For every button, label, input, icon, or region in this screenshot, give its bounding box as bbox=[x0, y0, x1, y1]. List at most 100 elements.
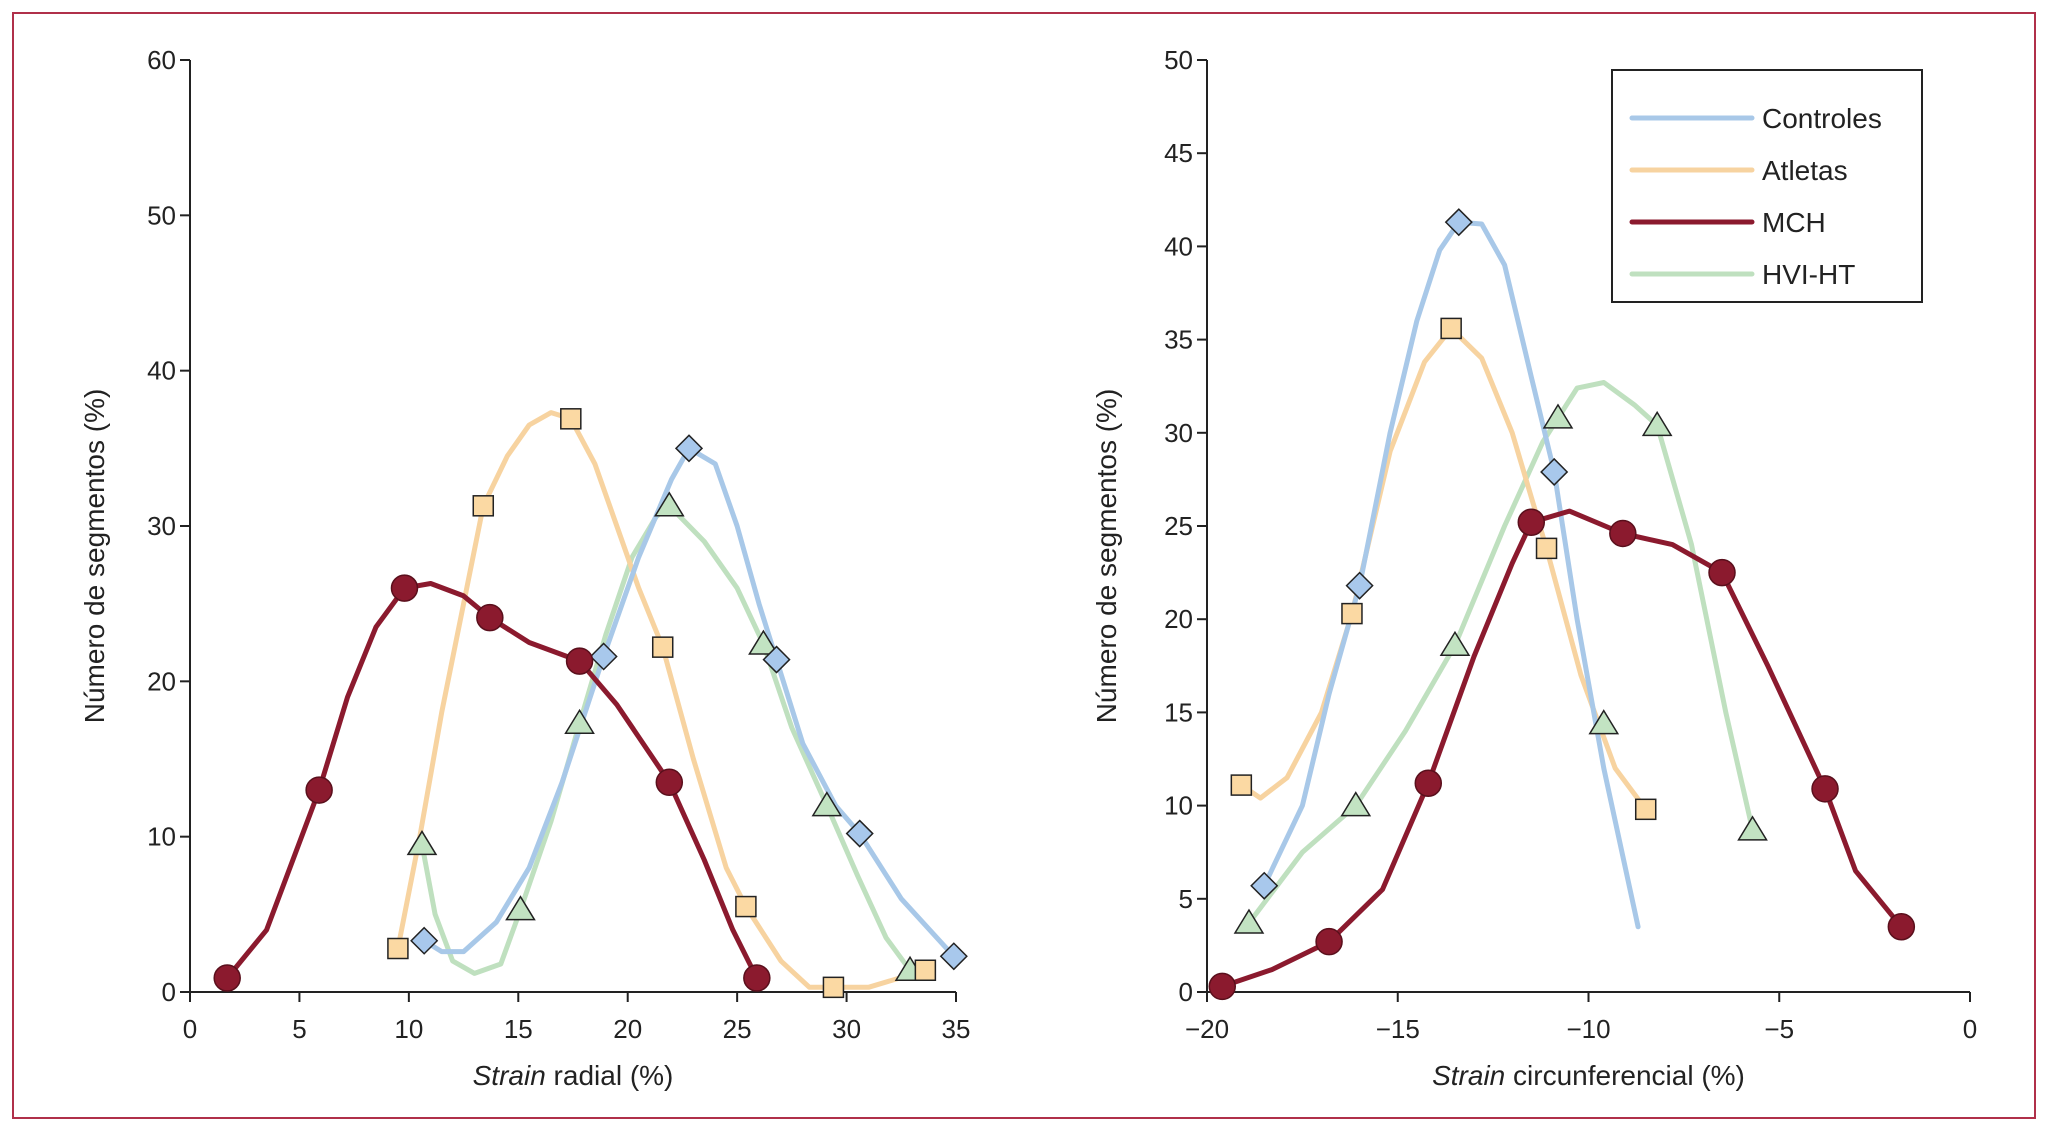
x-tick-label: 20 bbox=[613, 1014, 642, 1044]
y-tick-label: 60 bbox=[147, 45, 176, 75]
x-tick-label: 35 bbox=[942, 1014, 971, 1044]
data-point-mch bbox=[655, 768, 684, 797]
x-tick-label: −5 bbox=[1764, 1014, 1794, 1044]
data-point-mch bbox=[1811, 775, 1839, 803]
y-tick-label: 5 bbox=[1179, 884, 1193, 914]
data-point-controles bbox=[939, 942, 968, 971]
chart-panel-2: −20 −15 −10 −5 0 0 5 10 15 20 25 30 35 40 45 50 Strain c… bbox=[1091, 45, 1977, 1091]
data-point-hvi-ht bbox=[1737, 815, 1768, 841]
data-point-controles bbox=[1250, 871, 1279, 900]
data-point-mch bbox=[1315, 927, 1343, 956]
data-point-hvi-ht bbox=[1641, 410, 1673, 437]
data-point-mch bbox=[213, 964, 241, 992]
y-tick-label: 50 bbox=[1164, 45, 1193, 75]
y-tick-label: 10 bbox=[1164, 791, 1193, 821]
data-point-controles bbox=[589, 642, 618, 671]
data-point-hvi-ht bbox=[1542, 403, 1574, 429]
legend-label: HVI-HT bbox=[1762, 259, 1855, 290]
series-line-atletas bbox=[1238, 325, 1649, 812]
x-tick-label: 15 bbox=[504, 1014, 533, 1044]
data-point-mch bbox=[305, 776, 333, 804]
data-point-hvi-ht bbox=[1340, 791, 1372, 817]
x-tick-label: −20 bbox=[1185, 1014, 1229, 1044]
data-point-atletas bbox=[914, 959, 937, 982]
data-point-controles bbox=[1540, 457, 1569, 487]
y-tick-label: 35 bbox=[1164, 325, 1193, 355]
x-tick-label: 10 bbox=[394, 1014, 423, 1044]
legend-box bbox=[1611, 69, 1923, 303]
series-line-hvi-ht bbox=[1246, 380, 1755, 926]
data-point-controles bbox=[1345, 571, 1374, 600]
data-point-hvi-ht bbox=[1588, 709, 1620, 735]
data-point-mch bbox=[1708, 558, 1736, 587]
x-tick-label: 0 bbox=[1963, 1014, 1977, 1044]
x-tick-label: 5 bbox=[292, 1014, 306, 1044]
data-point-atletas bbox=[1230, 774, 1253, 796]
y-axis-label: Número de segmentos (%) bbox=[79, 389, 110, 724]
y-tick-label: 30 bbox=[147, 511, 176, 541]
data-point-atletas bbox=[1440, 317, 1462, 340]
data-point-mch bbox=[1208, 972, 1237, 1001]
legend: Controles Atletas MCH HVI-HT bbox=[1611, 69, 1923, 303]
data-point-atletas bbox=[1341, 602, 1363, 625]
data-point-hvi-ht bbox=[1439, 630, 1471, 657]
data-point-atletas bbox=[472, 495, 495, 517]
data-point-hvi-ht bbox=[505, 895, 536, 921]
data-point-mch bbox=[476, 603, 504, 632]
data-point-mch bbox=[565, 647, 594, 675]
y-tick-label: 20 bbox=[1164, 604, 1193, 634]
data-point-hvi-ht bbox=[811, 791, 843, 817]
data-point-atletas bbox=[822, 976, 845, 999]
y-tick-label: 0 bbox=[1179, 977, 1193, 1007]
data-point-atletas bbox=[735, 895, 757, 918]
data-point-atletas bbox=[387, 937, 409, 960]
x-axis-label: Strain radial (%) bbox=[473, 1060, 674, 1091]
x-tick-label: −15 bbox=[1376, 1014, 1420, 1044]
data-point-controles bbox=[762, 645, 791, 674]
legend-label: MCH bbox=[1762, 207, 1826, 238]
y-tick-label: 0 bbox=[162, 977, 176, 1007]
data-point-mch bbox=[1887, 913, 1916, 941]
data-point-mch bbox=[390, 574, 419, 602]
data-point-mch bbox=[1517, 508, 1546, 537]
y-tick-label: 30 bbox=[1164, 418, 1193, 448]
legend-label: Atletas bbox=[1762, 155, 1848, 186]
y-tick-label: 50 bbox=[147, 200, 176, 230]
data-point-controles bbox=[1444, 208, 1473, 237]
data-point-hvi-ht bbox=[406, 829, 438, 856]
legend-label: Controles bbox=[1762, 103, 1882, 134]
y-tick-label: 10 bbox=[147, 822, 176, 852]
y-tick-label: 40 bbox=[1164, 231, 1193, 261]
data-point-atletas bbox=[560, 408, 582, 430]
data-point-hvi-ht bbox=[1233, 908, 1265, 934]
series-line-mch bbox=[1219, 508, 1904, 989]
x-tick-label: 0 bbox=[183, 1014, 197, 1044]
x-axis-label: Strain circunferencial (%) bbox=[1432, 1060, 1745, 1091]
data-point-mch bbox=[1609, 519, 1637, 548]
y-tick-label: 45 bbox=[1164, 138, 1193, 168]
series-line-atletas bbox=[395, 410, 928, 990]
x-tick-label: 30 bbox=[832, 1014, 861, 1044]
data-point-hvi-ht bbox=[748, 629, 779, 655]
data-point-hvi-ht bbox=[653, 491, 685, 517]
y-tick-label: 40 bbox=[147, 356, 176, 386]
x-tick-label: −10 bbox=[1566, 1014, 1610, 1044]
data-point-controles bbox=[410, 926, 439, 955]
series-line-hvi-ht bbox=[419, 503, 913, 976]
data-point-controles bbox=[674, 434, 704, 463]
data-point-atletas bbox=[651, 636, 674, 658]
y-axis-label: Número de segmentos (%) bbox=[1091, 389, 1122, 724]
data-point-mch bbox=[1414, 769, 1443, 797]
data-point-mch bbox=[743, 964, 771, 992]
x-tick-label: 25 bbox=[723, 1014, 752, 1044]
data-point-atletas bbox=[1634, 798, 1657, 821]
y-tick-label: 20 bbox=[147, 666, 176, 696]
y-tick-label: 15 bbox=[1164, 697, 1193, 727]
series-line-mch bbox=[224, 581, 760, 981]
data-point-hvi-ht bbox=[564, 708, 595, 735]
data-point-controles bbox=[845, 819, 874, 848]
data-point-atletas bbox=[1535, 537, 1558, 560]
y-tick-label: 25 bbox=[1164, 511, 1193, 541]
chart-panel-1: 0 5 10 15 20 25 30 35 0 10 20 30 40 50 60 Strain radial… bbox=[79, 45, 970, 1091]
